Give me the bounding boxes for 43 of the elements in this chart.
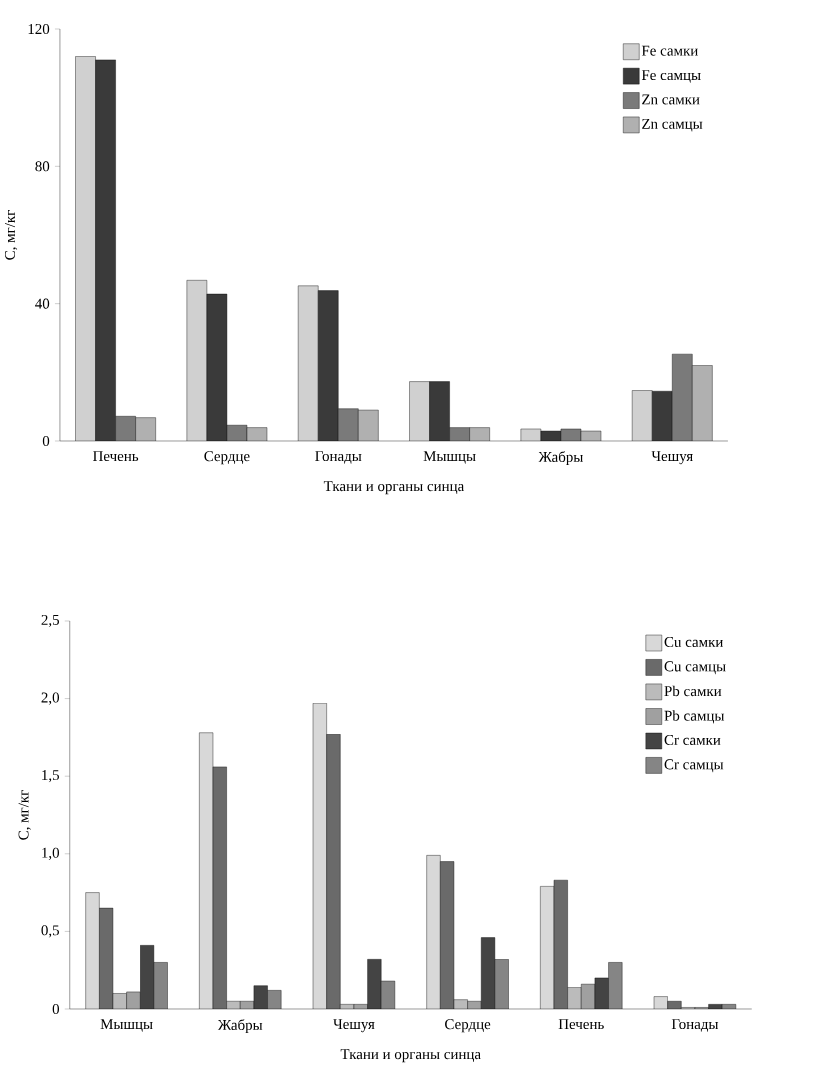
- y-tick-label: 40: [35, 298, 50, 309]
- y-axis-title: С, мг/кг: [18, 790, 31, 840]
- y-tick-label: 2,0: [41, 692, 60, 705]
- x-tick-label: Чешуя: [651, 451, 694, 465]
- x-tick-label: Мышцы: [423, 451, 476, 464]
- x-axis-title: Ткани и органы синца: [324, 481, 465, 495]
- y-tick-label: 120: [28, 23, 50, 35]
- legend-label: Zn самки: [642, 94, 700, 105]
- y-tick-label: 0: [52, 1003, 60, 1015]
- bar: [326, 734, 341, 1009]
- bar: [426, 855, 441, 1009]
- legend-label: Cu самки: [664, 636, 724, 647]
- x-tick-label: Жабры: [218, 1019, 263, 1034]
- legend-label: Cr самки: [664, 734, 721, 745]
- bar: [608, 962, 623, 1009]
- x-tick-label: Печень: [558, 1019, 605, 1030]
- legend-label: Fe самцы: [642, 70, 701, 83]
- bar: [85, 892, 100, 1009]
- y-tick-label: 0: [43, 435, 50, 447]
- bar: [672, 353, 693, 441]
- legend-label: Pb самцы: [664, 710, 725, 724]
- legend-label: Pb самки: [664, 685, 722, 697]
- x-tick-label: Чешуя: [333, 1019, 375, 1033]
- x-tick-label: Гонады: [672, 1019, 719, 1032]
- x-tick-label: Печень: [93, 451, 139, 462]
- x-tick-label: Мышцы: [100, 1019, 153, 1032]
- x-tick-label: Жабры: [538, 451, 584, 466]
- legend-label: Cu самцы: [664, 661, 726, 675]
- y-tick-label: 80: [35, 161, 50, 172]
- y-tick-label: 1,5: [42, 770, 60, 783]
- y-tick-label: 2,5: [41, 614, 60, 628]
- y-tick-label: 0,5: [41, 925, 60, 938]
- bar: [367, 959, 382, 1009]
- x-axis-title: Ткани и органы синца: [340, 1049, 482, 1063]
- x-tick-label: Сердце: [445, 1019, 491, 1033]
- y-tick-label: 1,0: [42, 847, 60, 860]
- legend-label: Zn самцы: [642, 118, 703, 132]
- legend-label: Cr самцы: [664, 759, 724, 773]
- x-tick-label: Сердце: [204, 451, 250, 465]
- bar: [338, 408, 359, 441]
- legend-label: Fe самки: [642, 45, 699, 56]
- y-axis-title: С, мг/кг: [5, 210, 18, 260]
- x-tick-label: Гонады: [315, 451, 362, 464]
